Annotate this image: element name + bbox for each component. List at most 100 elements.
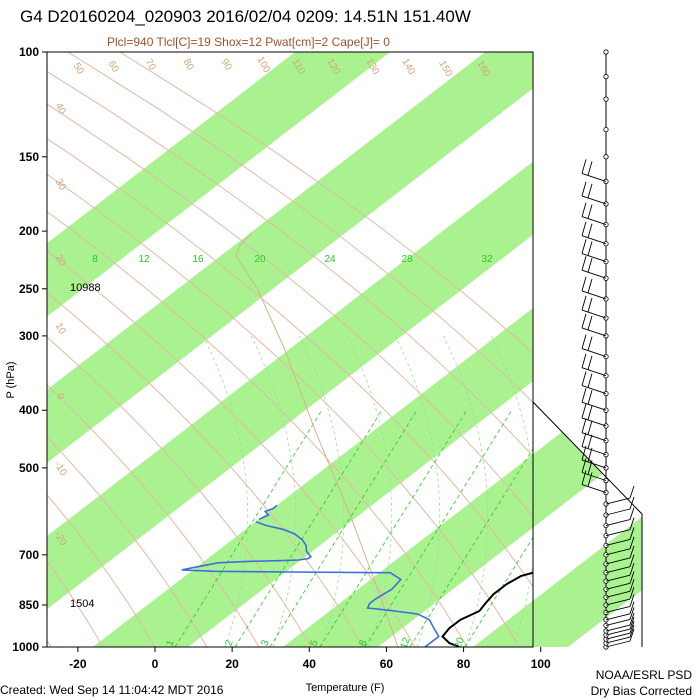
dry-adiabat-label: 50 <box>71 61 86 77</box>
credit-correction: Dry Bias Corrected <box>591 684 692 698</box>
dry-adiabat-label: 20 <box>53 253 68 269</box>
isotherm-band <box>93 307 533 647</box>
moist-adiabat-line <box>347 335 393 647</box>
wind-barb <box>581 327 607 337</box>
wind-barb <box>581 401 607 411</box>
wind-barb-flag <box>587 390 593 405</box>
wind-barb-flag <box>587 258 593 273</box>
temperature-tick-label: 20 <box>225 657 239 671</box>
pressure-tick-label: 1000 <box>12 640 39 654</box>
wind-barb-flag <box>629 527 635 540</box>
dry-adiabat-label: 140 <box>399 57 417 77</box>
wind-barb-flag <box>581 470 587 485</box>
isotherm-band <box>283 454 533 647</box>
wind-barb-flag <box>587 161 593 176</box>
wind-barb <box>581 484 607 493</box>
pressure-tick-label: 300 <box>19 329 39 343</box>
wind-barb-flag <box>581 295 587 311</box>
chart-subtitle: Plcl=940 Tlcl[C]=19 Shox=12 Pwat[cm]=2 C… <box>107 35 390 49</box>
wind-barb-flag <box>581 432 587 447</box>
wind-barb-flag <box>587 223 593 238</box>
dry-adiabat-line <box>47 173 520 647</box>
pressure-tick-label: 700 <box>19 548 39 562</box>
temperature-axis: -20 0 20 40 60 80 100 <box>69 647 551 671</box>
wind-barb-flag <box>587 183 593 199</box>
wind-barb <box>581 367 607 377</box>
wind-barb <box>605 529 631 537</box>
temperature-line <box>441 571 533 647</box>
wind-barb-flag <box>629 586 635 600</box>
dry-adiabat-line <box>47 291 364 647</box>
wind-barb <box>605 640 631 648</box>
wind-barb <box>581 348 607 357</box>
mixing-ratio-label: 8 <box>358 638 370 647</box>
wind-barb <box>605 582 631 590</box>
temperature-tick-label: 100 <box>531 657 551 671</box>
temperature-tick-label: 60 <box>380 657 394 671</box>
wind-barb-flag <box>581 403 587 419</box>
parcel-line <box>235 232 399 647</box>
isotherm-band <box>663 52 700 647</box>
dry-adiabat-line <box>47 384 260 647</box>
dry-adiabat-line <box>47 103 533 518</box>
wind-barb <box>605 519 631 526</box>
wind-barb-flag <box>629 545 635 559</box>
dry-adiabat-label: 10 <box>53 321 68 337</box>
dry-adiabat-label: 0 <box>54 392 67 403</box>
wind-barb <box>581 446 607 456</box>
chart-title: G4 D20160204_020903 2016/02/04 0209: 14.… <box>20 7 471 26</box>
wind-barb-flag <box>587 355 593 370</box>
isotherm-label: 20 <box>533 187 552 207</box>
isotherm-label: 10 <box>533 262 552 282</box>
isotherm-band <box>473 600 533 647</box>
wind-barb-flag <box>587 373 593 388</box>
moist-adiabat-line <box>395 335 441 647</box>
wind-barb-station <box>603 74 609 80</box>
wind-barb-station <box>603 96 609 102</box>
dry-adiabat-line <box>67 52 533 404</box>
wind-barb-flag <box>587 472 593 487</box>
wind-barb <box>581 172 607 182</box>
wind-barb <box>605 628 631 636</box>
wind-barb <box>581 432 607 442</box>
wind-barb-flag <box>587 405 593 421</box>
pressure-tick-label: 200 <box>19 224 39 238</box>
temperature-tick-label: 0 <box>152 657 159 671</box>
wind-barb-flag <box>629 628 635 642</box>
isotherm-band <box>47 52 391 317</box>
isotherm-band <box>663 52 700 647</box>
wind-barb-flag <box>629 601 635 614</box>
wind-barb <box>581 290 607 300</box>
wind-barb-flag <box>581 334 587 349</box>
dry-adiabats <box>0 52 533 660</box>
mixing-ratio-line <box>174 409 323 647</box>
mixing-ratio-label: 1 <box>165 638 177 647</box>
wind-barb <box>605 632 631 640</box>
dry-adiabat-line <box>47 211 468 647</box>
mixing-ratio-line <box>364 409 513 647</box>
dry-adiabat-line <box>0 52 6 660</box>
wind-barb-flag <box>629 579 635 592</box>
wind-barb <box>581 235 607 245</box>
wind-barb-flag <box>581 371 587 386</box>
dry-adiabat-label: 60 <box>106 59 121 75</box>
dry-adiabat-label: 70 <box>143 57 158 73</box>
wind-barb-flag <box>581 353 587 368</box>
dry-adiabat-label: 30 <box>53 177 68 193</box>
mixing-ratio-label: 2 <box>224 638 236 647</box>
wind-barb-flag <box>581 221 587 236</box>
mixing-ratio-line <box>409 447 533 647</box>
wind-barb-flag <box>587 204 593 219</box>
plot-frame <box>46 51 534 648</box>
mixing-ratio-label: 8 <box>92 254 98 265</box>
mixing-ratio-line <box>234 409 383 647</box>
moist-adiabat-line <box>491 335 533 647</box>
wind-barb <box>605 497 631 505</box>
wind-barb-flag <box>581 313 587 329</box>
wind-barb <box>605 619 631 626</box>
wind-barb-flag <box>581 239 587 254</box>
wind-barb-flag <box>581 181 587 197</box>
wind-barb-flag <box>587 241 593 256</box>
dry-adiabat-line <box>47 336 312 647</box>
